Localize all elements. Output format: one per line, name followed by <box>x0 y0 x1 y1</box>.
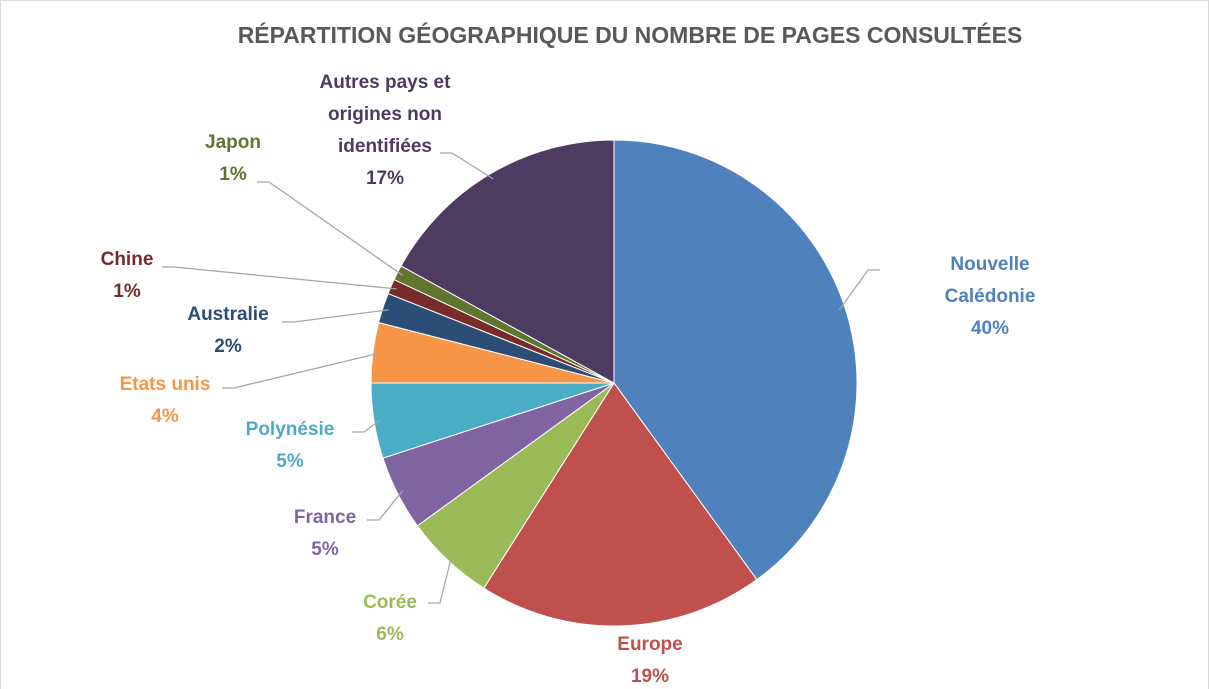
slice-label: Polynésie <box>246 419 335 440</box>
leader-line <box>257 181 404 276</box>
leader-line <box>162 266 397 290</box>
slice-label: Nouvelle Calédonie <box>945 254 1036 307</box>
leader-line <box>282 309 389 323</box>
slice-value-label: 4% <box>151 406 179 427</box>
slice-value-label: 1% <box>113 281 141 302</box>
pie-slice <box>613 139 858 581</box>
slice-label: Corée <box>363 592 417 613</box>
pie-slice <box>400 139 615 384</box>
pie-slice <box>483 382 758 627</box>
chart-title: RÉPARTITION GÉOGRAPHIQUE DU NOMBRE DE PA… <box>238 21 1023 48</box>
slice-value-label: 17% <box>366 168 404 189</box>
slice-value-label: 19% <box>631 666 669 687</box>
slice-value-label: 2% <box>214 336 242 357</box>
slice-label: Autres pays et origines non identifiées <box>320 72 452 157</box>
slice-label: Australie <box>187 304 268 325</box>
slice-value-label: 5% <box>311 539 339 560</box>
leader-line <box>222 352 380 389</box>
leader-line <box>428 555 453 604</box>
slice-value-label: 40% <box>971 318 1009 339</box>
slice-value-label: 6% <box>376 624 404 645</box>
slice-label: Etats unis <box>120 374 211 395</box>
slice-label: Europe <box>617 634 682 655</box>
slice-value-label: 1% <box>219 164 247 185</box>
slice-value-label: 5% <box>276 451 304 472</box>
slice-label: Japon <box>205 132 261 153</box>
leader-line <box>440 152 494 180</box>
leader-line <box>367 490 404 521</box>
leader-line <box>352 419 381 433</box>
leader-line <box>838 269 880 311</box>
slice-label: France <box>294 507 356 528</box>
slice-label: Chine <box>101 249 154 270</box>
